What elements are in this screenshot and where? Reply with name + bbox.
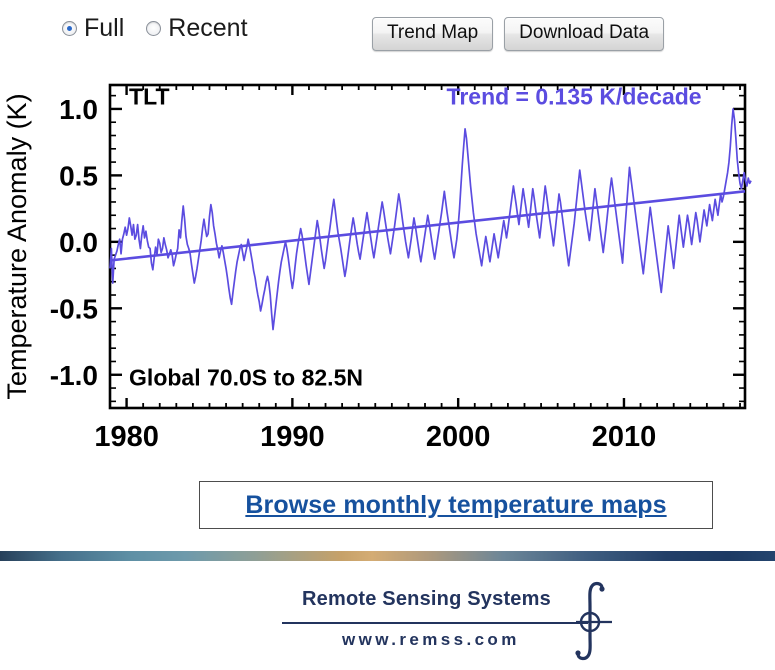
plot-frame [108, 83, 747, 410]
top-controls: Full Recent Trend Map Download Data [0, 0, 775, 62]
x-axis-tick-label: 2010 [592, 421, 657, 453]
trend-annotation: Trend = 0.135 K/decade [447, 83, 702, 109]
y-axis-tick-label: 0.0 [59, 227, 98, 258]
radio-full-label: Full [84, 14, 125, 42]
x-axis-tick-label: 2000 [426, 421, 491, 453]
action-button-group: Trend Map Download Data [372, 17, 665, 51]
radio-recent-label: Recent [168, 14, 248, 42]
chart-svg: 1980 1990 2000 2010 -1.0 -0.5 0.0 0.5 1.0 Tempera… [2, 83, 752, 453]
dataset-range-radio-group: Full Recent [62, 16, 248, 41]
remss-logo: Remote Sensing Systems www.remss.com [282, 581, 622, 661]
y-axis-tick-label: -1.0 [50, 360, 98, 391]
trend-map-button[interactable]: Trend Map [372, 17, 494, 51]
product-label: TLT [129, 83, 169, 109]
browse-maps-box[interactable]: Browse monthly temperature maps [199, 481, 713, 529]
y-axis-tick-label: 0.5 [59, 160, 98, 191]
gradient-divider [0, 551, 775, 561]
logo-website: www.remss.com [342, 630, 520, 649]
x-axis-tick-label: 1990 [260, 421, 325, 453]
download-data-button[interactable]: Download Data [504, 17, 665, 51]
logo-horizontal-rule [282, 622, 588, 624]
y-axis-tick-label: -0.5 [50, 293, 98, 324]
temperature-anomaly-chart: 1980 1990 2000 2010 -1.0 -0.5 0.0 0.5 1.0 Tempera… [0, 62, 775, 462]
trend-line [109, 190, 746, 262]
x-axis-tick-label: 1980 [94, 421, 159, 453]
region-label: Global 70.0S to 82.5N [129, 364, 363, 390]
browse-monthly-temperature-maps-link[interactable]: Browse monthly temperature maps [245, 490, 667, 519]
radio-option-full[interactable]: Full [62, 16, 124, 41]
radio-option-recent[interactable]: Recent [146, 14, 248, 42]
logo-org-name: Remote Sensing Systems [302, 588, 551, 610]
radio-full-indicator-icon[interactable] [62, 21, 77, 36]
y-axis-title: Temperature Anomaly (K) [2, 93, 32, 399]
radio-recent-indicator-icon[interactable] [146, 21, 162, 36]
integral-globe-icon [575, 581, 612, 661]
data-series-line [109, 108, 752, 331]
y-axis-tick-label: 1.0 [59, 94, 98, 125]
